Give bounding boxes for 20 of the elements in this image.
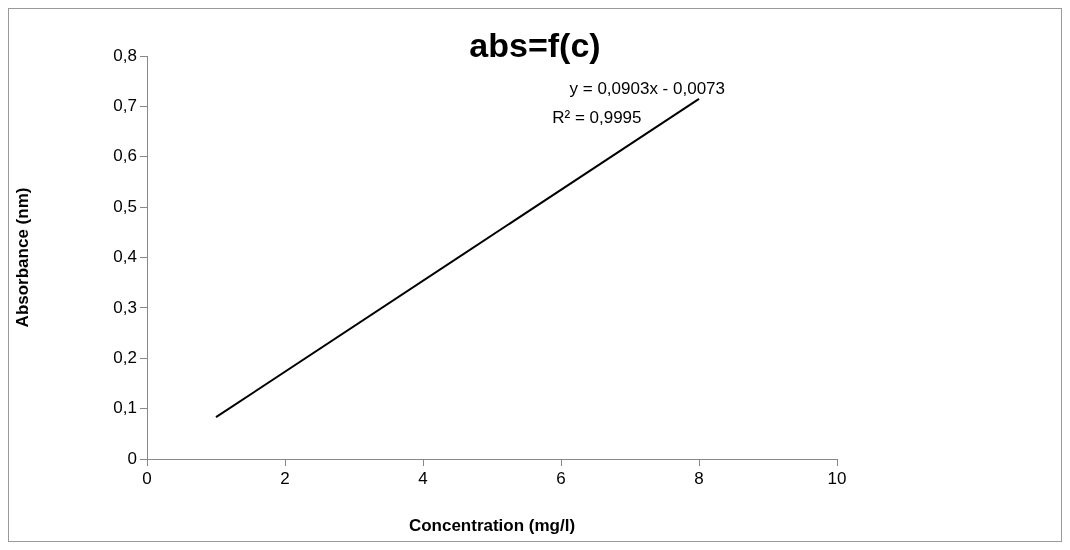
x-axis-title: Concentration (mg/l): [408, 516, 576, 536]
y-tick-label: 0: [127, 448, 137, 468]
y-tick-label: 0,1: [113, 398, 137, 418]
y-tick-label: 0,4: [113, 247, 137, 267]
x-tick-label: 0: [142, 468, 152, 488]
y-axis-title: Absorbance (nm): [12, 187, 32, 328]
y-tick-label: 0,3: [113, 297, 137, 317]
x-tick-label: 10: [827, 468, 847, 488]
chart-title: abs=f(c): [469, 26, 601, 65]
annotation: R² = 0,9995: [552, 107, 642, 127]
y-tick-label: 0,2: [113, 347, 137, 367]
y-tick-label: 0,5: [113, 196, 137, 216]
y-tick-label: 0,8: [113, 45, 137, 65]
y-tick-label: 0,6: [113, 146, 137, 166]
y-tick-label: 0,7: [113, 96, 137, 116]
x-tick-label: 4: [418, 468, 428, 488]
annotation: y = 0,0903x - 0,0073: [569, 78, 725, 98]
x-tick-label: 8: [694, 468, 704, 488]
x-tick-label: 2: [280, 468, 290, 488]
x-tick-label: 6: [556, 468, 566, 488]
